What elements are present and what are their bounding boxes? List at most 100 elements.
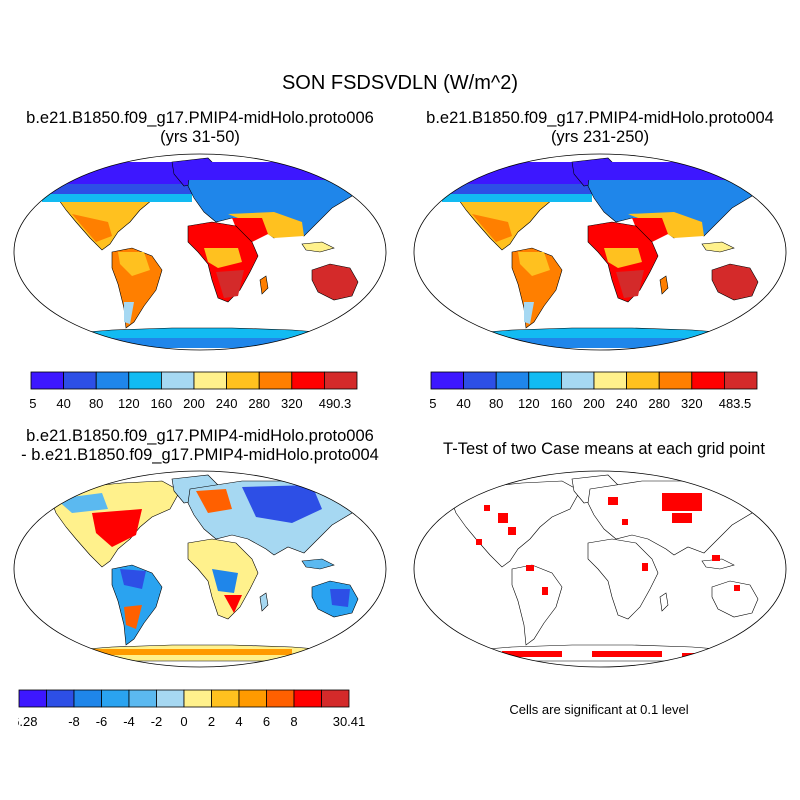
antarctica-interior	[472, 338, 732, 348]
colorbar-box-1	[63, 371, 97, 390]
colorbar-case2: .5 40 80 120 160 200 240 280 320 483.5	[430, 371, 758, 411]
indonesia	[701, 241, 735, 253]
colorbar-label-2: 80	[489, 396, 503, 411]
colorbar-label-1: 40	[56, 396, 70, 411]
colorbar-box-6	[183, 689, 212, 708]
central-africa-negative	[212, 569, 238, 593]
band-arctic-eurasia	[588, 162, 768, 180]
colorbar-label-4: 160	[151, 396, 173, 411]
colorbar-label-5: 200	[583, 396, 605, 411]
outline-sa	[511, 564, 563, 646]
colorbar-label-4: 160	[551, 396, 573, 411]
colorbar-box-9	[266, 689, 295, 708]
significant-cell-10	[734, 585, 740, 591]
colorbar-label-1: 40	[456, 396, 470, 411]
colorbar-box-7	[211, 689, 240, 708]
panel-ttest-title: T-Test of two Case means at each grid po…	[443, 440, 765, 458]
colorbar-box-0	[18, 689, 47, 708]
band-arctic-na	[42, 162, 192, 184]
significant-cell-13	[682, 653, 732, 658]
colorbar-label-6: 240	[616, 396, 638, 411]
central-asia-negative	[242, 485, 322, 523]
panel-case2-title-line2: (yrs 231-250)	[550, 128, 650, 146]
sw-north-america	[72, 214, 112, 242]
colorbar-label-7: 280	[248, 396, 270, 411]
patagonia	[124, 302, 134, 324]
panel-case1-title-line2: (yrs 31-50)	[160, 128, 240, 146]
southern-africa-positive	[224, 595, 242, 613]
band-arctic-eurasia	[188, 162, 368, 180]
amazon	[518, 252, 550, 276]
colorbar-box-1	[463, 371, 497, 390]
colorbar-box-8	[691, 371, 725, 390]
colorbar-label-8: 320	[681, 396, 703, 411]
colorbar-box-11	[321, 689, 350, 708]
significant-cell-11	[502, 651, 562, 657]
band-mid-na	[442, 194, 592, 202]
significant-cell-8	[542, 587, 548, 595]
colorbar-box-7	[258, 371, 293, 390]
colorbar-label-8: 6	[263, 714, 270, 729]
antarctic-coast-positive	[92, 649, 292, 655]
colorbar-label-3: 120	[118, 396, 140, 411]
colorbar-box-5	[193, 371, 227, 390]
colorbar-label-1: -8	[68, 714, 80, 729]
significant-cell-5	[608, 497, 618, 505]
indonesia	[301, 241, 335, 253]
colorbar-label-0: .5	[430, 396, 436, 411]
significant-cell-6	[622, 519, 628, 525]
colorbar-label-7: 4	[235, 714, 242, 729]
map-case2	[413, 153, 787, 351]
significant-cell-12	[592, 651, 662, 657]
colorbar-label-4: -2	[151, 714, 163, 729]
panel-case1-title: b.e21.B1850.f09_g17.PMIP4-midHolo.proto0…	[10, 109, 390, 147]
colorbar-label-6: 2	[208, 714, 215, 729]
patagonia	[524, 302, 534, 324]
colorbar-label-5: 200	[183, 396, 205, 411]
band-mid-na	[42, 194, 192, 202]
central-africa	[604, 248, 642, 268]
colorbar-box-3	[528, 371, 562, 390]
australia	[311, 263, 359, 301]
southern-africa	[216, 270, 244, 298]
central-africa	[204, 248, 242, 268]
amazon	[118, 252, 150, 276]
arabia	[632, 218, 668, 242]
eastern-na-positive	[92, 509, 142, 547]
colorbar-box-8	[238, 689, 267, 708]
amazon-negative	[120, 569, 146, 589]
australia	[711, 263, 759, 301]
colorbar-box-4	[128, 689, 157, 708]
colorbar-box-4	[560, 371, 595, 390]
panel-case2-title: b.e21.B1850.f09_g17.PMIP4-midHolo.proto0…	[410, 109, 790, 147]
map-border	[13, 470, 387, 668]
significant-cell-1	[672, 513, 692, 523]
colorbar-box-6	[626, 371, 660, 390]
panel-diff-title-line2: - b.e21.B1850.f09_g17.PMIP4-midHolo.prot…	[21, 446, 379, 464]
colorbar-label-2: 80	[89, 396, 103, 411]
colorbar-label-3: -4	[123, 714, 135, 729]
significant-cell-3	[508, 527, 516, 535]
panel-diff-title-line1: b.e21.B1850.f09_g17.PMIP4-midHolo.proto0…	[26, 427, 374, 445]
colorbar-label-8: 320	[281, 396, 303, 411]
sw-north-america	[472, 214, 512, 242]
antarctica-interior	[72, 338, 332, 348]
colorbar-box-3	[101, 689, 130, 708]
colorbar-box-9	[723, 371, 758, 390]
colorbar-box-6	[226, 371, 260, 390]
significant-cell-4	[484, 505, 490, 511]
colorbar-box-2	[495, 371, 530, 390]
colorbar-box-5	[156, 689, 185, 708]
colorbar-box-0	[30, 371, 64, 390]
outline-australia	[711, 580, 759, 618]
colorbar-box-8	[291, 371, 325, 390]
colorbar-label-6: 240	[216, 396, 238, 411]
colorbar-label-0: .5	[30, 396, 36, 411]
colorbar-label-2: -6	[96, 714, 108, 729]
panel-case2-title-line1: b.e21.B1850.f09_g17.PMIP4-midHolo.proto0…	[426, 109, 774, 127]
band-boreal-na	[442, 184, 592, 194]
central-australia-negative	[330, 589, 350, 607]
colorbar-box-4	[160, 371, 195, 390]
colorbar-box-3	[128, 371, 162, 390]
colorbar-diff: -26.28 -8 -6 -4 -2 0 2 4 6 8 30.41	[18, 689, 365, 729]
